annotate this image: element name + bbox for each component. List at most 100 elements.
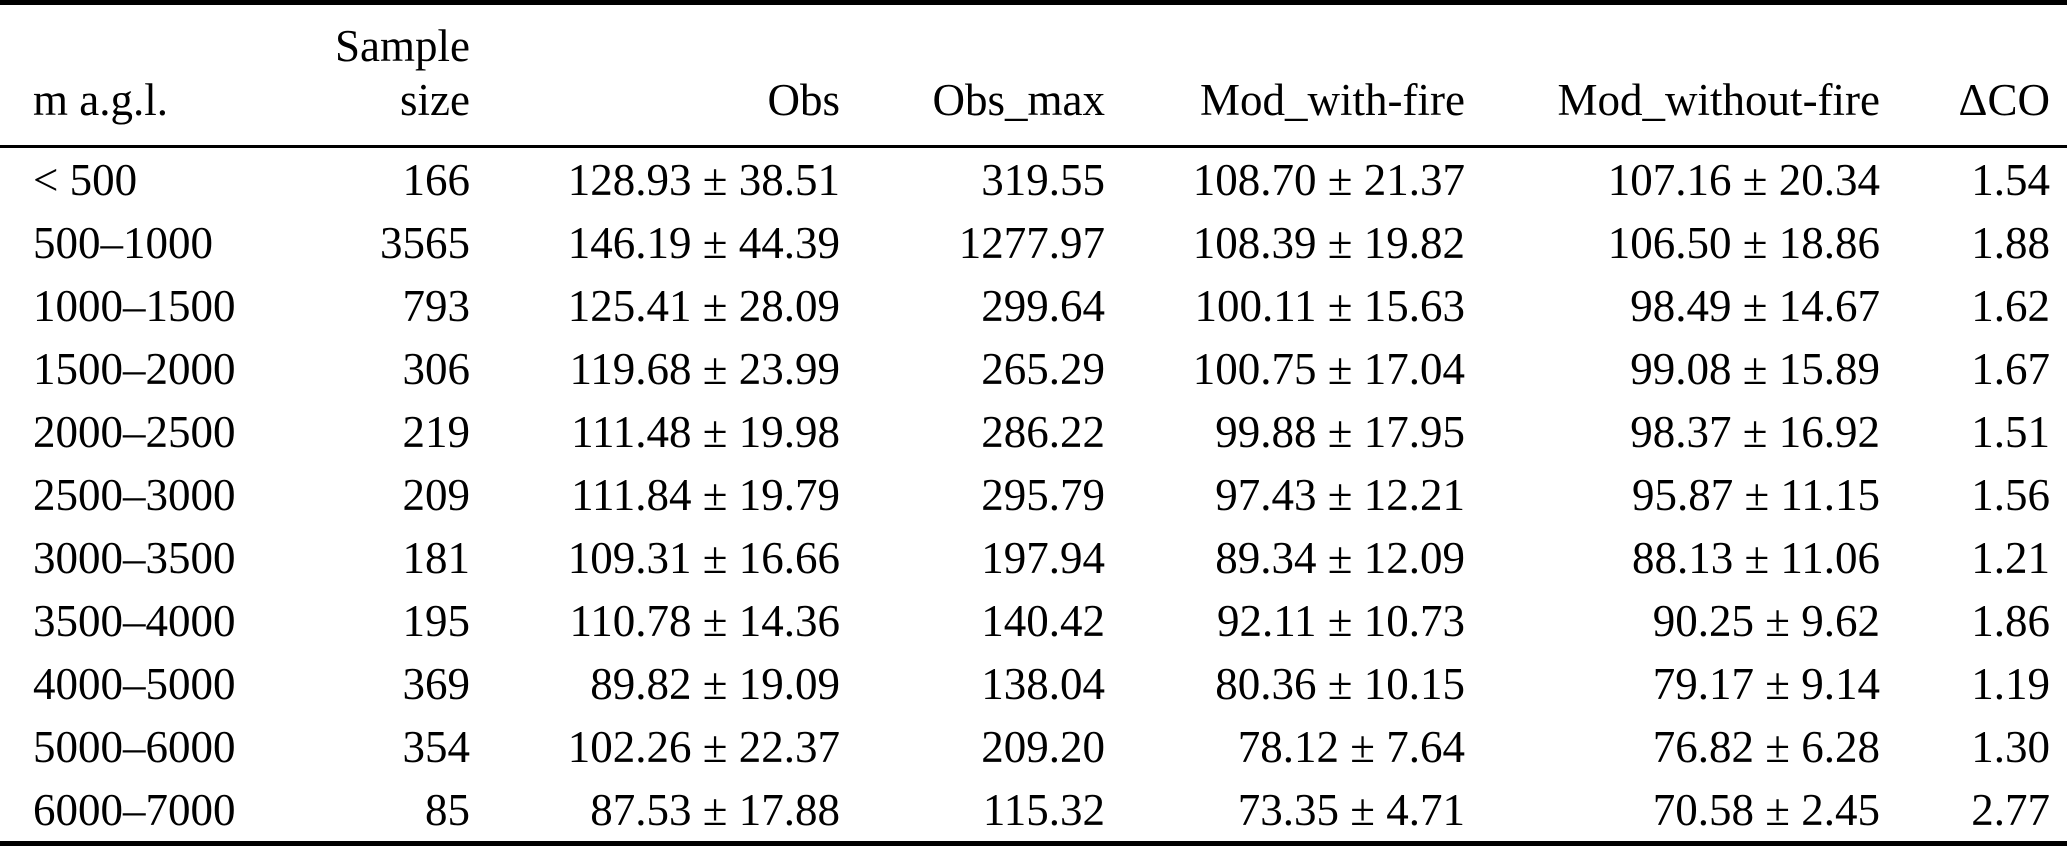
cell-sample_size: 369 [402,658,471,709]
cell-delta_co: 1.19 [1971,658,2050,709]
cell-obs_max: 140.42 [981,595,1105,646]
cell-mod_with_fire: 92.11 ± 10.73 [1216,595,1465,646]
cell-magl: 2500–3000 [33,469,236,520]
cell-sample_size: 354 [402,721,471,772]
table-row: 500–1000 3565 146.19 ± 44.39 1277.97 108.39 … [0,211,2067,274]
cell-obs: 146.19 ± 44.39 [567,217,840,268]
cell-mod_without_fire: 95.87 ± 11.15 [1631,469,1880,520]
cell-obs: 125.41 ± 28.09 [567,280,840,331]
cell-obs: 102.26 ± 22.37 [567,721,840,772]
cell-obs_max: 295.79 [981,469,1105,520]
column-header-sample_size: Sample size [320,5,470,148]
cell-magl: 3000–3500 [33,532,236,583]
cell-delta_co: 1.30 [1971,721,2050,772]
cell-sample_size: 219 [402,406,471,457]
cell-mod_with_fire: 99.88 ± 17.95 [1215,406,1465,457]
cell-sample_size: 166 [402,154,471,205]
cell-magl: 3500–4000 [33,595,236,646]
table-header-row: m a.g.l. Sample size Obs Obs_max Mod_with-fir… [0,5,2067,148]
cell-magl: 2000–2500 [33,406,236,457]
cell-obs: 119.68 ± 23.99 [569,343,840,394]
cell-mod_with_fire: 100.11 ± 15.63 [1194,280,1465,331]
cell-magl: 6000–7000 [33,784,236,835]
cell-sample_size: 85 [425,784,470,835]
cell-sample_size: 3565 [380,217,470,268]
cell-sample_size: 306 [402,343,471,394]
cell-obs_max: 299.64 [981,280,1105,331]
cell-delta_co: 1.56 [1971,469,2050,520]
cell-mod_without_fire: 99.08 ± 15.89 [1630,343,1880,394]
cell-mod_without_fire: 98.49 ± 14.67 [1630,280,1880,331]
column-header-obs_max: Obs_max [840,5,1105,148]
cell-obs_max: 209.20 [981,721,1105,772]
cell-obs: 111.48 ± 19.98 [571,406,840,457]
cell-mod_without_fire: 98.37 ± 16.92 [1630,406,1880,457]
table-row: 3000–3500 181 109.31 ± 16.66 197.94 89.34 ± … [0,526,2067,589]
cell-mod_with_fire: 78.12 ± 7.64 [1237,721,1465,772]
cell-mod_with_fire: 108.39 ± 19.82 [1192,217,1465,268]
cell-sample_size: 195 [402,595,471,646]
cell-sample_size: 181 [402,532,471,583]
cell-delta_co: 1.54 [1971,154,2050,205]
table-row: 2500–3000 209 111.84 ± 19.79 295.79 97.43 ± … [0,463,2067,526]
cell-obs: 89.82 ± 19.09 [590,658,840,709]
cell-mod_without_fire: 107.16 ± 20.34 [1607,154,1880,205]
column-header-mod_with_fire: Mod_with-fire [1105,5,1465,148]
cell-delta_co: 1.88 [1971,217,2050,268]
cell-delta_co: 2.77 [1971,784,2050,835]
table-row: 1500–2000 306 119.68 ± 23.99 265.29 100.75 ±… [0,337,2067,400]
cell-delta_co: 1.86 [1971,595,2050,646]
table-row: 2000–2500 219 111.48 ± 19.98 286.22 99.88 ± … [0,400,2067,463]
column-header-magl: m a.g.l. [0,5,320,148]
cell-mod_with_fire: 108.70 ± 21.37 [1192,154,1465,205]
cell-mod_with_fire: 89.34 ± 12.09 [1215,532,1465,583]
cell-obs: 128.93 ± 38.51 [567,154,840,205]
cell-obs_max: 197.94 [981,532,1105,583]
cell-obs: 110.78 ± 14.36 [569,595,840,646]
cell-magl: 1000–1500 [33,280,236,331]
cell-delta_co: 1.67 [1971,343,2050,394]
cell-mod_without_fire: 90.25 ± 9.62 [1652,595,1880,646]
cell-magl: 500–1000 [33,217,213,268]
cell-mod_with_fire: 73.35 ± 4.71 [1237,784,1465,835]
cell-magl: 5000–6000 [33,721,236,772]
table-body: < 500 166 128.93 ± 38.51 319.55 108.70 ± 21.… [0,147,2067,842]
column-header-obs: Obs [470,5,840,148]
cell-obs_max: 265.29 [981,343,1105,394]
cell-mod_without_fire: 70.58 ± 2.45 [1652,784,1880,835]
cell-obs: 111.84 ± 19.79 [571,469,840,520]
cell-mod_with_fire: 97.43 ± 12.21 [1215,469,1465,520]
cell-sample_size: 209 [402,469,471,520]
cell-obs: 87.53 ± 17.88 [590,784,840,835]
column-header-delta_co: ΔCO [1880,5,2067,148]
table-row: < 500 166 128.93 ± 38.51 319.55 108.70 ± 21.… [0,147,2067,212]
cell-obs_max: 1277.97 [958,217,1105,268]
table-row: 6000–7000 85 87.53 ± 17.88 115.32 73.35 ± 4.… [0,778,2067,841]
cell-obs: 109.31 ± 16.66 [567,532,840,583]
table-row: 3500–4000 195 110.78 ± 14.36 140.42 92.11 ± … [0,589,2067,652]
cell-magl: 1500–2000 [33,343,236,394]
cell-mod_without_fire: 106.50 ± 18.86 [1607,217,1880,268]
cell-delta_co: 1.21 [1971,532,2050,583]
cell-magl: 4000–5000 [33,658,236,709]
column-header-mod_without_fire: Mod_without-fire [1465,5,1880,148]
cell-mod_without_fire: 88.13 ± 11.06 [1631,532,1880,583]
cell-obs_max: 286.22 [981,406,1105,457]
cell-obs_max: 319.55 [981,154,1105,205]
table-row: 4000–5000 369 89.82 ± 19.09 138.04 80.36 ± 1… [0,652,2067,715]
table-header: m a.g.l. Sample size Obs Obs_max Mod_with-fir… [0,5,2067,148]
cell-mod_without_fire: 79.17 ± 9.14 [1652,658,1880,709]
cell-delta_co: 1.51 [1971,406,2050,457]
cell-obs_max: 138.04 [981,658,1105,709]
cell-delta_co: 1.62 [1971,280,2050,331]
statistics-table: m a.g.l. Sample size Obs Obs_max Mod_with-fir… [0,5,2067,841]
cell-obs_max: 115.32 [982,784,1105,835]
table-row: 5000–6000 354 102.26 ± 22.37 209.20 78.12 ± … [0,715,2067,778]
cell-mod_with_fire: 100.75 ± 17.04 [1192,343,1465,394]
cell-sample_size: 793 [402,280,471,331]
cell-mod_without_fire: 76.82 ± 6.28 [1652,721,1880,772]
table-row: 1000–1500 793 125.41 ± 28.09 299.64 100.11 ±… [0,274,2067,337]
cell-mod_with_fire: 80.36 ± 10.15 [1215,658,1465,709]
cell-magl: < 500 [33,154,138,205]
